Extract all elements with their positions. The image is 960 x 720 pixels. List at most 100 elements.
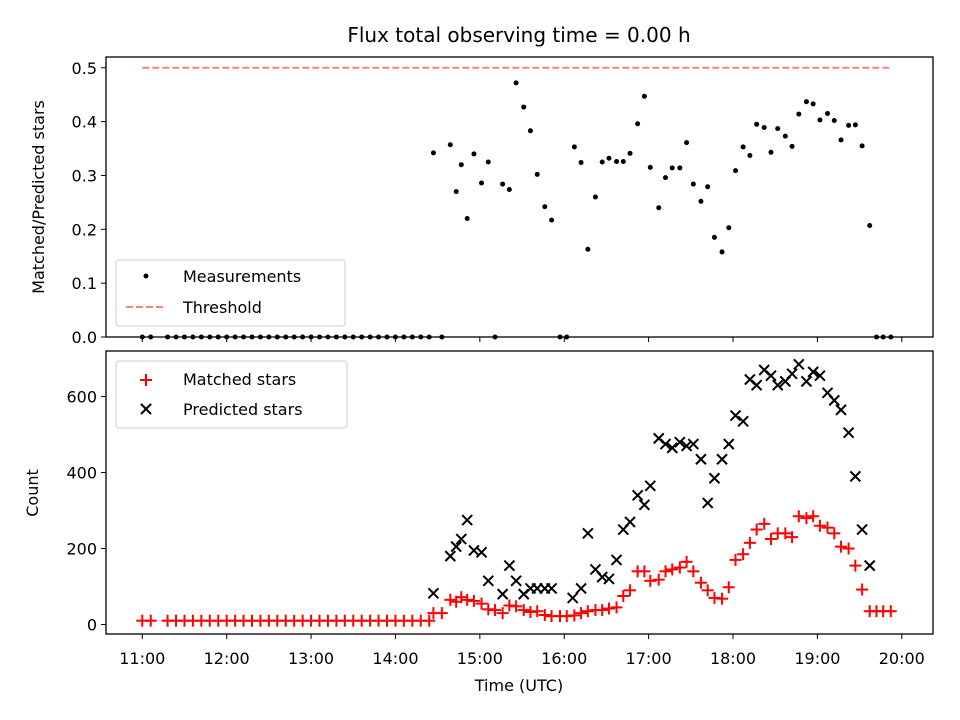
measurement-point [635,121,641,127]
measurement-point [647,164,653,170]
measurement-point [726,225,732,231]
bottom-y-tick-label: 400 [66,464,97,483]
measurement-point [789,143,795,149]
matched-star-point [807,510,820,523]
predicted-star-point [687,438,700,450]
bottom-y-tick-label: 600 [66,388,97,407]
bottom-legend-box [115,360,348,429]
predicted-star-point [807,366,819,378]
matched-star-point [489,604,502,617]
predicted-star-point [828,394,840,407]
predicted-star-point [716,453,728,465]
matched-star-point [722,581,735,594]
matched-star-point [652,573,665,586]
predicted-star-point [461,514,473,526]
predicted-star-point [624,516,636,528]
predicted-star-point [545,582,558,595]
matched-star-point [581,605,594,618]
matched-star-point [444,593,457,606]
matched-star-point [510,600,523,613]
measurement-point [620,158,626,164]
matched-star-point [517,604,530,617]
matched-star-point [673,561,686,574]
predicted-star-point [849,470,862,483]
measurement-point [430,150,436,156]
bottom-y-axis-label: Count [23,469,42,517]
matched-star-point [475,597,488,610]
matched-star-point [758,517,771,530]
matched-star-point [764,533,777,546]
measurement-point [796,111,802,117]
measurement-point [859,143,865,149]
matched-star-point [743,536,756,549]
measurement-point [669,165,675,171]
bottom-y-tick-label: 0 [87,616,97,635]
bottom-y-tick-label: 200 [66,540,97,559]
predicted-star-point [674,436,686,448]
measurement-point [592,194,598,200]
legend-matched-label: Matched stars [183,370,296,389]
measurement-point [711,234,717,240]
predicted-star-point [729,409,742,422]
predicted-star-point [701,497,714,509]
measurement-point [571,144,577,150]
predicted-star-point [835,404,847,416]
predicted-star-point [450,540,462,553]
x-tick-label: 15:00 [457,649,503,668]
predicted-star-point [765,369,777,382]
predicted-star-point [864,559,876,572]
x-tick-label: 14:00 [372,649,418,668]
matched-star-point [828,527,841,540]
matched-star-point [435,607,448,620]
x-tick-label: 20:00 [879,649,925,668]
measurement-point [782,133,788,139]
predicted-star-point [680,440,693,452]
top-y-axis-label: Matched/Predicted stars [29,100,48,294]
bottom-legend: Matched stars Predicted stars [115,360,348,429]
predicted-star-point [750,379,763,391]
matched-star-point [884,605,897,618]
measurement-point [542,204,548,210]
x-tick-label: 11:00 [119,649,165,668]
predicted-star-point [510,575,522,587]
bottom-x-ticks: 11:00 12:00 13:00 14:00 15:00 16:00 17:00 18:00… [119,634,925,668]
measurement-point [677,165,683,171]
predicted-star-point [800,375,813,388]
predicted-star-point [842,426,855,439]
matched-star-point [821,521,834,534]
measurement-point [479,180,485,186]
measurement-point [458,162,464,168]
measurement-point [775,126,781,132]
matched-star-point [856,583,869,596]
matched-star-point [729,553,742,566]
matched-star-point [849,559,862,572]
matched-star-point [680,555,693,568]
matched-star-point [461,593,474,606]
x-axis-label: Time (UTC) [474,676,563,695]
matched-star-point [687,565,700,578]
measurement-point [447,142,453,148]
measurement-point [747,153,753,159]
top-y-tick-label: 0.5 [72,59,97,78]
matched-star-point [786,531,799,544]
predicted-star-point [631,489,644,502]
measurement-point [464,216,470,222]
matched-star-point [610,601,623,614]
predicted-star-point [723,438,735,450]
top-legend: Measurements Threshold [115,259,346,327]
measurement-point [846,122,852,128]
matched-star-point [596,604,609,617]
bottom-y-ticks: 0 200 400 600 [66,388,106,635]
predicted-star-point [596,571,608,583]
matched-star-point [792,510,805,523]
predicted-star-point [695,453,707,465]
measurement-point [614,158,620,164]
measurement-point [719,249,725,255]
measurement-point [705,184,711,190]
matched-star-point [467,594,480,607]
predicted-star-point [638,499,651,511]
legend-threshold-label: Threshold [182,298,262,317]
top-y-tick-label: 0.4 [72,113,97,132]
measurement-point [534,171,540,177]
